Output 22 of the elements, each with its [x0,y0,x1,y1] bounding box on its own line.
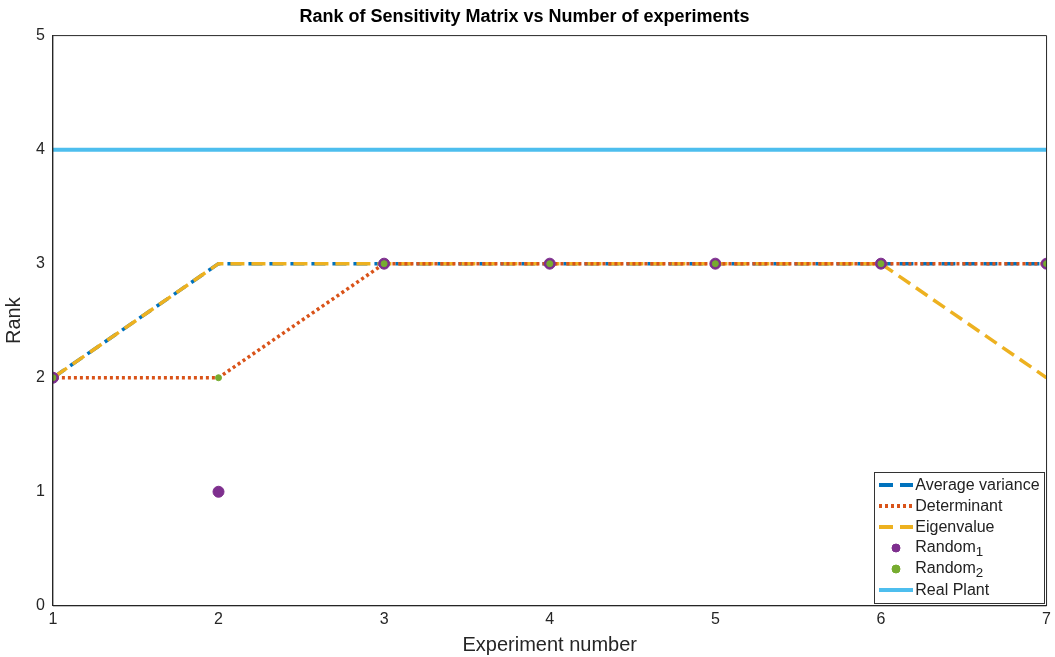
legend-label: Random$_{1}$ [915,537,984,559]
y-tick-label: 0 [35,596,45,614]
y-axis-title: Rank [1,296,24,345]
chart-title: Rank of Sensitivity Matrix vs Number of experiments [299,5,750,26]
x-tick-label: 7 [1042,609,1052,627]
y-tick-label: 3 [35,254,45,272]
legend-label: Random$_{2}$ [915,558,984,580]
x-tick-label: 3 [379,609,389,627]
y-tick-label: 4 [35,140,45,158]
x-tick-label: 2 [214,609,224,627]
x-tick-label: 4 [545,609,555,627]
x-tick-label: 5 [710,609,720,627]
y-tick-label: 5 [35,26,45,44]
legend-label: Eigenvalue [915,518,995,537]
y-tick-label: 2 [35,368,45,386]
x-tick-label: 6 [876,609,886,627]
legend-label: Average variance [915,476,1040,495]
y-tick-label: 1 [35,482,45,500]
legend-label: Determinant [915,497,1003,516]
x-axis-title: Experiment number [462,632,638,655]
x-tick-label: 1 [48,609,58,627]
legend-label: Real Plant [915,581,990,600]
